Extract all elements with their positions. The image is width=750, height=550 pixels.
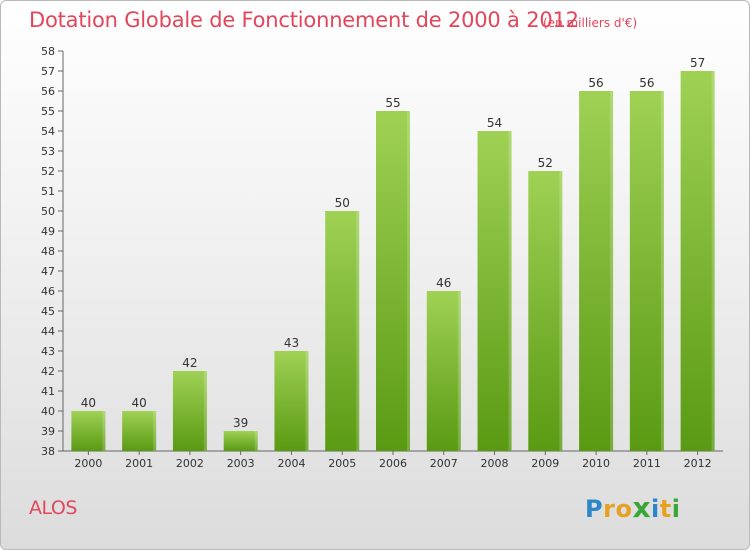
bar-highlight [254,431,258,451]
y-tick-label: 48 [41,245,55,258]
chart-title: Dotation Globale de Fonctionnement de 20… [29,8,579,32]
x-tick-label-2004: 2004 [277,457,305,470]
chart-unit-note: (en milliers d'€) [543,16,638,30]
y-tick-label: 46 [41,285,55,298]
value-label-2004: 43 [284,336,299,350]
bar-2004 [274,351,309,451]
bar-highlight [407,111,410,451]
place-name: ALOS [29,497,77,519]
value-label-2010: 56 [588,76,603,90]
y-tick-label: 40 [41,405,55,418]
y-tick-label: 55 [41,105,55,118]
x-tick-label-2003: 2003 [227,457,255,470]
bar-highlight [102,411,106,451]
x-tick-label-2010: 2010 [582,457,610,470]
value-label-2002: 42 [182,356,197,370]
value-label-2011: 56 [639,76,654,90]
axis-layer: 38 39 40 41 42 43 44 45 46 47 48 49 50 51 52 53 54 55 56 57… [41,45,723,458]
y-tick-label: 45 [41,305,55,318]
y-tick-label: 49 [41,225,55,238]
bar-2010 [579,91,614,451]
value-label-2003: 39 [233,416,248,430]
bar-2007 [426,291,461,451]
y-tick-label: 53 [41,145,55,158]
y-tick-label: 44 [41,325,55,338]
logo-letter: i [651,495,660,523]
bar-2009 [528,171,563,451]
value-label-2012: 57 [690,56,705,70]
y-tick-label: 56 [41,85,55,98]
x-tick-label-2009: 2009 [531,457,559,470]
bar-highlight [508,131,512,451]
y-tick-label: 51 [41,185,55,198]
x-tick-label-2012: 2012 [684,457,712,470]
bar-2000 [71,411,106,451]
label-layer: 40 2000 40 2001 42 2002 39 2003 43 2004 50 2005 55 20… [74,56,711,470]
logo-letter: P [585,495,604,523]
bar-2006 [376,111,410,451]
y-tick-label: 43 [41,345,55,358]
bar-2003 [223,431,258,451]
bar-layer [71,71,715,451]
y-tick-label: 42 [41,365,55,378]
x-tick-label-2006: 2006 [379,457,407,470]
y-tick-label: 41 [41,385,55,398]
value-label-2006: 55 [385,96,400,110]
y-tick-label: 58 [41,45,55,58]
x-tick-label-2008: 2008 [481,457,509,470]
logo-letter: t [659,495,672,523]
bar-2005 [325,211,360,451]
y-tick-label: 50 [41,205,55,218]
bar-highlight [356,211,360,451]
bar-2008 [477,131,512,451]
logo-letter: x [632,491,651,524]
bar-highlight [457,291,461,451]
x-tick-label-2002: 2002 [176,457,204,470]
x-tick-label-2000: 2000 [74,457,102,470]
x-tick-label-2005: 2005 [328,457,356,470]
bar-highlight [559,171,563,451]
value-label-2001: 40 [132,396,147,410]
x-tick-label-2007: 2007 [430,457,458,470]
y-tick-label: 57 [41,65,55,78]
proxiti-logo: Proxiti [585,491,680,524]
bar-2011 [629,91,664,451]
x-tick-label-2001: 2001 [125,457,153,470]
bar-highlight [711,71,715,451]
y-tick-label: 52 [41,165,55,178]
bar-highlight [305,351,309,451]
bar-2001 [122,411,157,451]
y-tick-label: 54 [41,125,55,138]
y-tick-label: 38 [41,445,55,458]
logo-letter: o [615,495,633,523]
bar-highlight [610,91,614,451]
logo-letter: i [671,495,681,523]
bar-highlight [153,411,157,451]
value-label-2008: 54 [487,116,502,130]
bar-2012 [680,71,715,451]
bar-highlight [660,91,664,451]
x-tick-label-2011: 2011 [633,457,661,470]
value-label-2005: 50 [335,196,350,210]
bar-2002 [172,371,207,451]
value-label-2007: 46 [436,276,451,290]
bar-highlight [203,371,207,451]
value-label-2000: 40 [81,396,96,410]
logo-letter: r [603,495,616,523]
y-tick-label: 39 [41,425,55,438]
value-label-2009: 52 [538,156,553,170]
y-tick-label: 47 [41,265,55,278]
